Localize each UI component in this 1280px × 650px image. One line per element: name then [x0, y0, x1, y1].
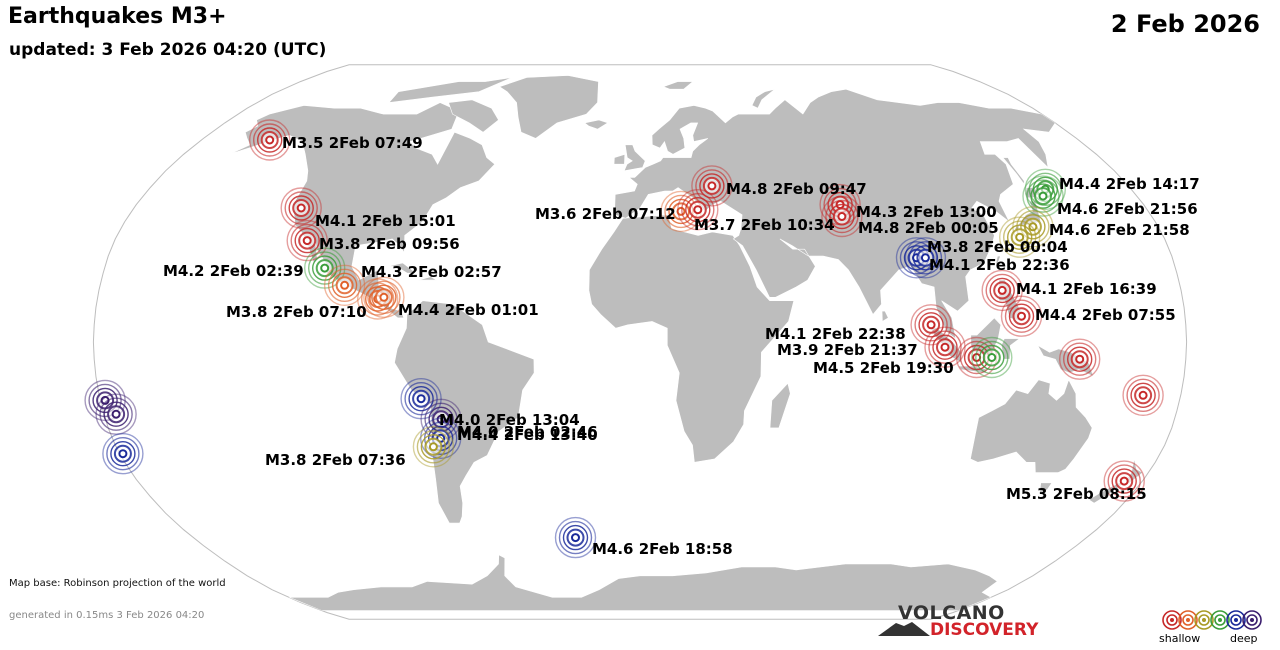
- quake-marker[interactable]: [904, 237, 947, 279]
- quake-marker[interactable]: [280, 187, 322, 229]
- landmass-madagascar: [769, 382, 791, 429]
- quake-label: M4.3 2Feb 13:00: [856, 203, 997, 221]
- volcano-logo-icon: [878, 622, 930, 636]
- quake-label: M3.5 2Feb 07:49: [282, 134, 423, 152]
- quake-marker[interactable]: [924, 326, 966, 368]
- quake-marker[interactable]: [1103, 460, 1145, 502]
- logo-text-volcano: VOLCANO: [898, 602, 1005, 624]
- quake-marker[interactable]: [363, 276, 405, 318]
- quake-label: M4.6 2Feb 21:58: [1049, 221, 1190, 239]
- legend-ring: [1194, 610, 1214, 630]
- landmass-hispaniola: [418, 276, 438, 281]
- generated-note: generated in 0.15ms 3 Feb 2026 04:20: [9, 610, 205, 621]
- quake-marker[interactable]: [1058, 338, 1101, 380]
- quake-marker[interactable]: [910, 304, 952, 346]
- quake-marker[interactable]: [821, 195, 863, 238]
- page-title: Earthquakes M3+: [8, 4, 227, 29]
- landmass-sri-lanka: [881, 310, 889, 322]
- quake-label: M4.1 2Feb 16:39: [1016, 280, 1157, 298]
- quake-label: M4.4 2Feb 01:01: [398, 301, 539, 319]
- quake-label: M4.1 2Feb 22:36: [929, 256, 1070, 274]
- quake-marker[interactable]: [412, 426, 455, 468]
- quake-label: M4.1 2Feb 15:01: [315, 212, 456, 230]
- quake-label: M4.6 2Feb 21:56: [1057, 200, 1198, 218]
- quake-marker[interactable]: [981, 269, 1023, 312]
- legend-ring: [1178, 610, 1198, 630]
- quake-label: M4.1 2Feb 22:38: [765, 325, 906, 343]
- landmass-baffin: [448, 99, 499, 133]
- quake-label: M3.8 2Feb 09:56: [319, 235, 460, 253]
- quake-marker[interactable]: [1022, 175, 1064, 217]
- quake-label: M4.4 2Feb 07:55: [1035, 306, 1176, 324]
- landmass-canada-islands: [388, 77, 513, 103]
- quake-marker[interactable]: [323, 264, 366, 306]
- landmass-tasmania: [1039, 482, 1053, 494]
- quake-marker[interactable]: [554, 516, 597, 559]
- landmass-antarctica: [288, 554, 998, 611]
- quake-label: M3.6 2Feb 07:12: [535, 205, 676, 223]
- quake-marker[interactable]: [1000, 295, 1043, 337]
- landmass-taiwan: [995, 255, 1001, 268]
- legend-deep-label: deep: [1230, 632, 1258, 645]
- quake-label: M4.0 2Feb 02:46: [457, 423, 598, 441]
- quake-label: M3.7 2Feb 10:34: [694, 216, 835, 234]
- quake-label: M3.8 2Feb 07:10: [226, 303, 367, 321]
- quake-marker[interactable]: [677, 188, 719, 231]
- quake-label: M4.3 2Feb 02:57: [361, 263, 502, 281]
- quake-marker[interactable]: [660, 190, 702, 233]
- quake-label: M4.8 2Feb 00:05: [858, 219, 999, 237]
- quake-marker[interactable]: [400, 378, 442, 420]
- landmass-svalbard: [662, 81, 694, 90]
- map-date: 2 Feb 2026: [1110, 10, 1260, 38]
- quake-label: M4.4 2Feb 14:17: [1059, 175, 1200, 193]
- quake-marker[interactable]: [249, 119, 291, 161]
- legend-ring: [1226, 610, 1246, 630]
- landmass-new-guinea: [1036, 344, 1094, 377]
- landmass-australia: [970, 379, 1093, 473]
- quake-label: M4.8 2Feb 09:47: [726, 180, 867, 198]
- landmass-cuba: [387, 262, 418, 274]
- landmass-iceland: [583, 119, 609, 130]
- landmass-ireland: [613, 153, 626, 165]
- quake-label: M4.5 2Feb 19:30: [813, 359, 954, 377]
- quake-label: M3.9 2Feb 21:37: [777, 341, 918, 359]
- quake-label: M4.6 2Feb 18:58: [592, 540, 733, 558]
- quake-marker[interactable]: [102, 433, 144, 475]
- quake-label: M4.2 2Feb 02:39: [163, 262, 304, 280]
- landmass-britain: [623, 144, 646, 172]
- globe-outline: [92, 64, 1188, 620]
- updated-time: updated: 3 Feb 2026 04:20 (UTC): [9, 40, 327, 60]
- landmass-greenland: [498, 75, 599, 139]
- quake-label: M4.0 2Feb 13:04: [439, 411, 580, 429]
- logo-text-discovery: DISCOVERY: [930, 620, 1039, 640]
- legend-shallow-label: shallow: [1159, 632, 1201, 645]
- quake-layer: [84, 119, 1164, 559]
- quake-label: M3.8 2Feb 07:36: [265, 451, 406, 469]
- quake-label: M4.4 2Feb 13:40: [457, 426, 598, 444]
- landmass-sakhalin: [1002, 157, 1025, 186]
- quake-label: M5.3 2Feb 08:15: [1006, 485, 1147, 503]
- quake-label: M3.8 2Feb 00:04: [927, 238, 1068, 256]
- depth-legend-rings: [1162, 610, 1262, 630]
- legend-ring: [1242, 610, 1262, 630]
- quake-marker[interactable]: [95, 393, 137, 435]
- quake-marker[interactable]: [286, 219, 328, 262]
- volcano-discovery-logo[interactable]: VOLCANO DISCOVERY: [878, 602, 1038, 642]
- legend-ring: [1210, 610, 1230, 630]
- quake-marker[interactable]: [971, 336, 1013, 379]
- quake-marker[interactable]: [999, 216, 1041, 258]
- quake-marker[interactable]: [304, 247, 346, 289]
- depth-legend: shallow deep: [1159, 608, 1267, 648]
- landmass-novaya-zemlya: [751, 88, 775, 109]
- legend-ring: [1162, 610, 1182, 630]
- map-base-note: Map base: Robinson projection of the wor…: [9, 578, 226, 589]
- quake-marker[interactable]: [1122, 374, 1164, 416]
